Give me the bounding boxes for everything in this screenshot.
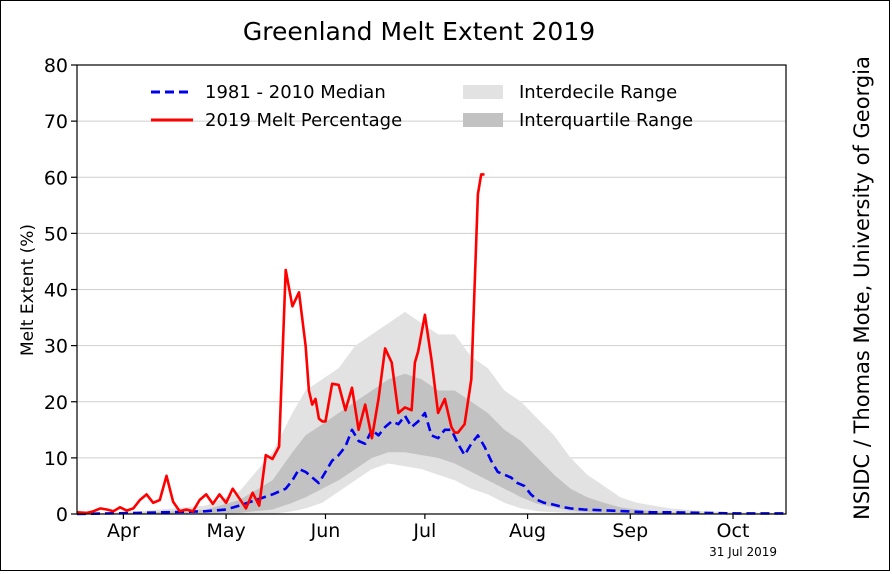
legend: 1981 - 2010 Median 2019 Melt Percentage …	[151, 82, 693, 131]
melt-2019-line	[76, 173, 485, 515]
y-axis-label: Melt Extent (%)	[18, 224, 38, 356]
y-tick-label: 50	[44, 223, 68, 245]
x-axis-ticks: Apr May Jun Jul Aug Sep Oct	[107, 514, 749, 542]
chart-title: Greenland Melt Extent 2019	[243, 17, 595, 46]
legend-interdecile-label: Interdecile Range	[519, 82, 677, 103]
y-tick-label: 80	[44, 55, 68, 77]
date-stamp: 31 Jul 2019	[709, 545, 777, 559]
x-tick-label: Oct	[717, 520, 750, 542]
y-tick-label: 40	[44, 280, 68, 302]
y-tick-label: 10	[44, 448, 68, 470]
legend-median-label: 1981 - 2010 Median	[205, 82, 386, 103]
y-tick-label: 30	[44, 336, 68, 358]
legend-interquartile-label: Interquartile Range	[519, 110, 693, 131]
range-bands	[77, 311, 786, 514]
interquartile-band	[77, 373, 786, 514]
y-tick-label: 0	[56, 504, 68, 526]
credit-text: NSIDC / Thomas Mote, University of Georg…	[850, 56, 874, 520]
legend-interdecile-swatch	[463, 85, 503, 99]
y-tick-label: 20	[44, 392, 68, 414]
y-tick-label: 70	[44, 111, 68, 133]
x-tick-label: Jun	[310, 520, 341, 542]
legend-interquartile-swatch	[463, 113, 503, 127]
median-line	[76, 411, 786, 516]
legend-melt-label: 2019 Melt Percentage	[205, 110, 402, 131]
x-tick-label: Jul	[412, 520, 436, 542]
x-tick-label: May	[206, 520, 245, 542]
x-tick-label: Sep	[612, 520, 648, 542]
x-tick-label: Aug	[509, 520, 546, 542]
x-tick-label: Apr	[107, 520, 140, 542]
y-tick-label: 60	[44, 167, 68, 189]
y-axis-ticks: 0 10 20 30 40 50 60 70 80	[44, 55, 77, 526]
data-lines	[76, 173, 786, 516]
